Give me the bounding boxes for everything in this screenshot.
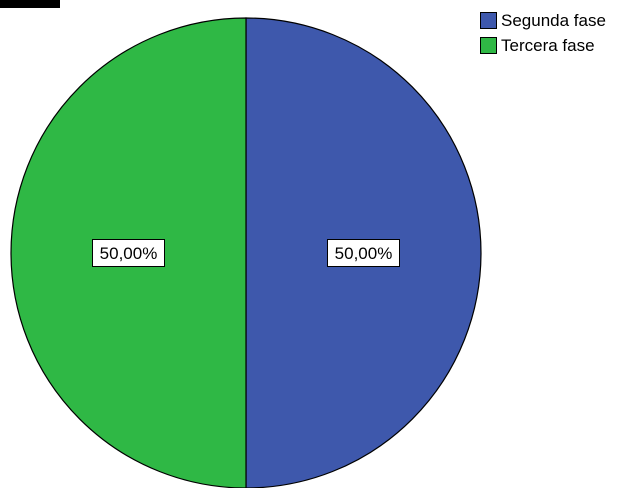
data-label-tercera-fase: 50,00% [92,239,165,267]
legend-item-tercera-fase: Tercera fase [480,33,606,58]
legend-item-segunda-fase: Segunda fase [480,8,606,33]
legend: Segunda fase Tercera fase [480,8,606,58]
legend-label-segunda-fase: Segunda fase [501,11,606,30]
legend-label-tercera-fase: Tercera fase [501,36,595,55]
data-label-segunda-fase: 50,00% [327,239,400,267]
legend-swatch-tercera-fase [480,37,497,54]
data-label-text: 50,00% [335,244,393,263]
cropped-title-fragment [0,0,60,8]
data-label-box [327,239,400,267]
data-label-box [92,239,165,267]
legend-swatch-segunda-fase [480,12,497,29]
data-label-text: 50,00% [100,244,158,263]
